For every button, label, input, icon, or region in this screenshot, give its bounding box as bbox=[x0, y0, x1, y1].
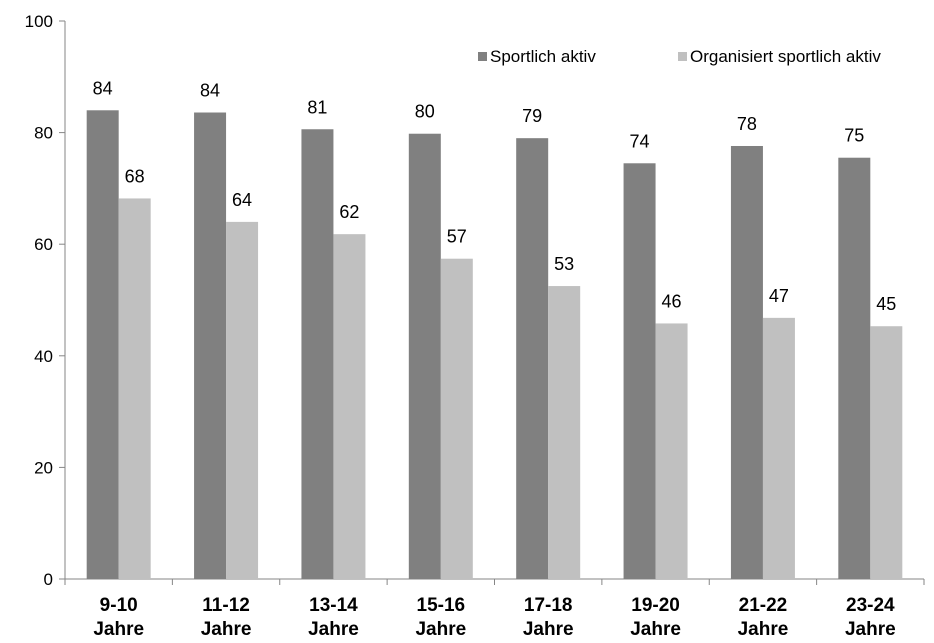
data-label: 81 bbox=[307, 97, 327, 117]
bar bbox=[226, 221, 259, 579]
bar bbox=[762, 317, 795, 579]
x-tick-label: Jahre bbox=[93, 619, 144, 640]
x-tick-label: 21-22 bbox=[739, 595, 788, 616]
bar bbox=[333, 234, 366, 579]
bars bbox=[86, 110, 903, 580]
legend: Sportlich aktiv Organisiert sportlich akt… bbox=[478, 47, 881, 66]
data-label: 75 bbox=[844, 126, 864, 146]
x-tick-label: Jahre bbox=[201, 619, 252, 640]
bar bbox=[516, 138, 549, 579]
bar bbox=[623, 163, 656, 580]
data-label: 74 bbox=[630, 131, 650, 151]
data-label: 80 bbox=[415, 102, 435, 122]
data-label: 84 bbox=[200, 81, 220, 101]
legend-swatch bbox=[678, 52, 687, 61]
data-label: 79 bbox=[522, 106, 542, 126]
bar bbox=[870, 326, 903, 579]
x-axis: 9-10 Jahre 11-12 Jahre 13-14 Jahre 15-16 Jahre 1… bbox=[64, 578, 925, 640]
y-tick-label: 40 bbox=[34, 347, 53, 366]
bar bbox=[655, 323, 688, 579]
x-tick-label: 11-12 bbox=[202, 595, 250, 616]
x-tick-label: 13-14 bbox=[309, 595, 358, 616]
legend-label: Organisiert sportlich aktiv bbox=[690, 47, 881, 66]
x-tick-label: Jahre bbox=[630, 619, 681, 640]
y-tick-label: 80 bbox=[34, 124, 53, 143]
y-tick-label: 0 bbox=[44, 570, 53, 589]
data-label: 64 bbox=[232, 190, 252, 210]
x-tick-label: 15-16 bbox=[417, 595, 466, 616]
bar bbox=[194, 112, 227, 580]
data-label: 62 bbox=[339, 202, 359, 222]
legend-label: Sportlich aktiv bbox=[490, 47, 596, 66]
x-tick-label: Jahre bbox=[523, 619, 574, 640]
y-tick-label: 20 bbox=[34, 458, 53, 477]
bar bbox=[548, 286, 581, 579]
bar bbox=[440, 258, 473, 579]
y-axis: 0 20 40 60 80 100 bbox=[25, 12, 66, 589]
bar bbox=[730, 145, 763, 579]
x-tick-label: 19-20 bbox=[631, 595, 680, 616]
data-label: 47 bbox=[769, 286, 789, 306]
bar bbox=[838, 157, 871, 579]
data-label: 57 bbox=[447, 227, 467, 247]
legend-swatch bbox=[478, 52, 487, 61]
x-tick-label: Jahre bbox=[738, 619, 789, 640]
data-label: 84 bbox=[93, 78, 113, 98]
x-tick-label: Jahre bbox=[415, 619, 466, 640]
bar bbox=[408, 133, 441, 579]
x-tick-label: Jahre bbox=[308, 619, 359, 640]
bar bbox=[118, 198, 151, 579]
data-label: 78 bbox=[737, 114, 757, 134]
data-labels: 84 84 81 80 79 74 78 75 68 64 62 57 53 46 47 45 bbox=[93, 78, 897, 314]
x-tick-label: 17-18 bbox=[524, 595, 573, 616]
x-tick-label: 23-24 bbox=[846, 595, 895, 616]
data-label: 45 bbox=[876, 294, 896, 314]
data-label: 53 bbox=[554, 254, 574, 274]
y-tick-label: 60 bbox=[34, 235, 53, 254]
x-tick-label: 9-10 bbox=[100, 595, 138, 616]
bar bbox=[86, 110, 119, 579]
data-label: 68 bbox=[125, 166, 145, 186]
bar bbox=[301, 129, 334, 579]
y-tick-label: 100 bbox=[25, 12, 53, 31]
data-label: 46 bbox=[662, 291, 682, 311]
x-tick-label: Jahre bbox=[845, 619, 896, 640]
